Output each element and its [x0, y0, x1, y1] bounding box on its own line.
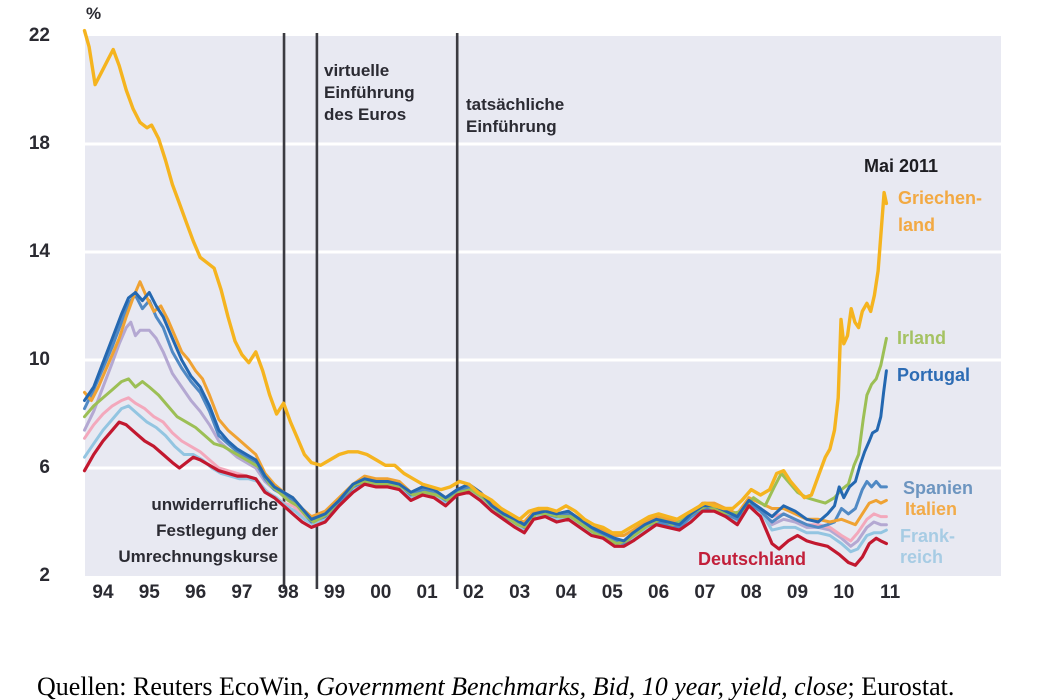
- x-axis-tick-95: 95: [138, 582, 160, 603]
- series-label-frankreich: Frank- reich: [900, 526, 956, 567]
- series-line-portugal: [83, 291, 888, 543]
- x-axis-tick-01: 01: [416, 582, 438, 603]
- x-axis-tick-07: 07: [694, 582, 716, 603]
- annotation-actual-euro-introduction: tatsächliche Einführung: [466, 95, 565, 136]
- x-axis-tick-00: 00: [370, 582, 392, 603]
- x-axis-tick-94: 94: [92, 582, 114, 603]
- caption-suffix: ; Eurostat.: [847, 672, 955, 700]
- x-axis-tick-11: 11: [880, 582, 901, 603]
- series-label-deutschland: Deutschland: [698, 549, 807, 569]
- x-axis-tick-04: 04: [555, 582, 577, 603]
- series-label-spanien: Spanien: [903, 478, 974, 498]
- y-axis-tick-10: 10: [28, 349, 50, 370]
- y-axis-tick-2: 2: [39, 565, 50, 586]
- series-line-griechenland: [82, 28, 889, 535]
- series-line-deutschland: [82, 420, 889, 567]
- series-label-italien: Italien: [905, 499, 958, 519]
- x-axis-tick-03: 03: [509, 582, 531, 603]
- caption-prefix: Quellen: Reuters EcoWin,: [37, 672, 317, 700]
- y-axis-tick-6: 6: [39, 457, 50, 478]
- x-axis-tick-97: 97: [231, 582, 253, 603]
- x-axis-tick-09: 09: [786, 582, 809, 603]
- x-axis-tick-96: 96: [185, 582, 207, 603]
- series-label-griechenland: Griechen- land: [898, 188, 983, 235]
- caption-italic-part: Government Benchmarks, Bid, 10 year, yie…: [316, 672, 848, 700]
- y-axis-unit-label: %: [86, 4, 102, 23]
- y-axis-tick-18: 18: [28, 133, 50, 154]
- annotation-date-mai-2011: Mai 2011: [864, 156, 939, 176]
- x-axis-tick-99: 99: [323, 582, 346, 603]
- x-axis-tick-02: 02: [462, 582, 484, 603]
- y-axis-tick-14: 14: [28, 241, 50, 262]
- annotation-irrevocable-fixing: unwiderrufliche Festlegung der Umrechnun…: [118, 495, 278, 566]
- annotation-virtual-euro-introduction: virtuelle Einführung des Euros: [324, 61, 415, 124]
- x-axis-tick-06: 06: [648, 582, 670, 603]
- y-axis-tick-22: 22: [28, 25, 50, 46]
- source-caption: Quellen: Reuters EcoWin, Government Benc…: [37, 672, 1037, 700]
- chart-canvas: [82, 28, 1001, 589]
- x-axis-tick-98: 98: [277, 582, 299, 603]
- x-axis-tick-08: 08: [740, 582, 762, 603]
- x-axis-tick-05: 05: [601, 582, 623, 603]
- series-label-portugal: Portugal: [897, 365, 971, 385]
- series-label-irland: Irland: [897, 328, 947, 348]
- x-axis-tick-10: 10: [833, 582, 855, 603]
